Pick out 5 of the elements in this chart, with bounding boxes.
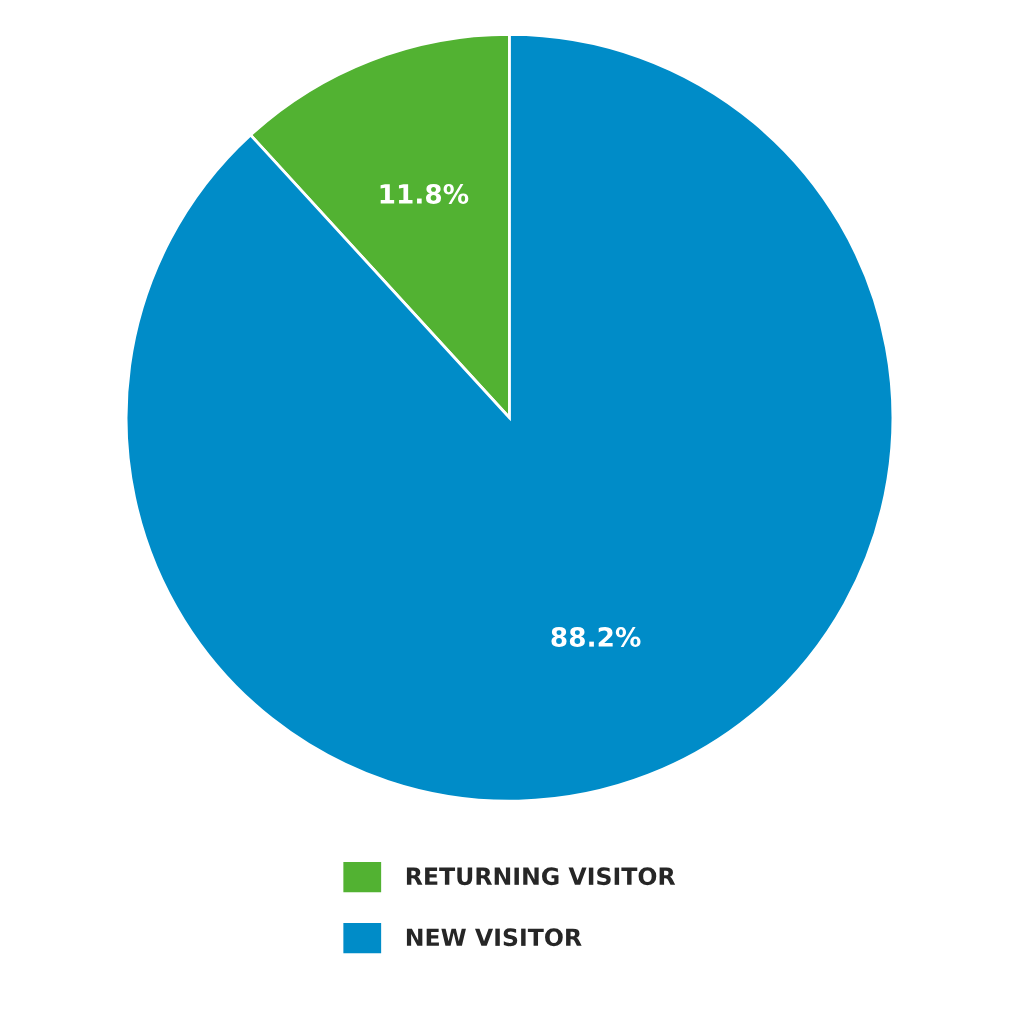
legend-label: NEW VISITOR <box>406 928 582 947</box>
legend-label: RETURNING VISITOR <box>406 867 676 886</box>
pie-slice <box>124 33 895 803</box>
data-label: 88.2% <box>551 627 641 647</box>
data-label: 11.8% <box>380 183 469 204</box>
